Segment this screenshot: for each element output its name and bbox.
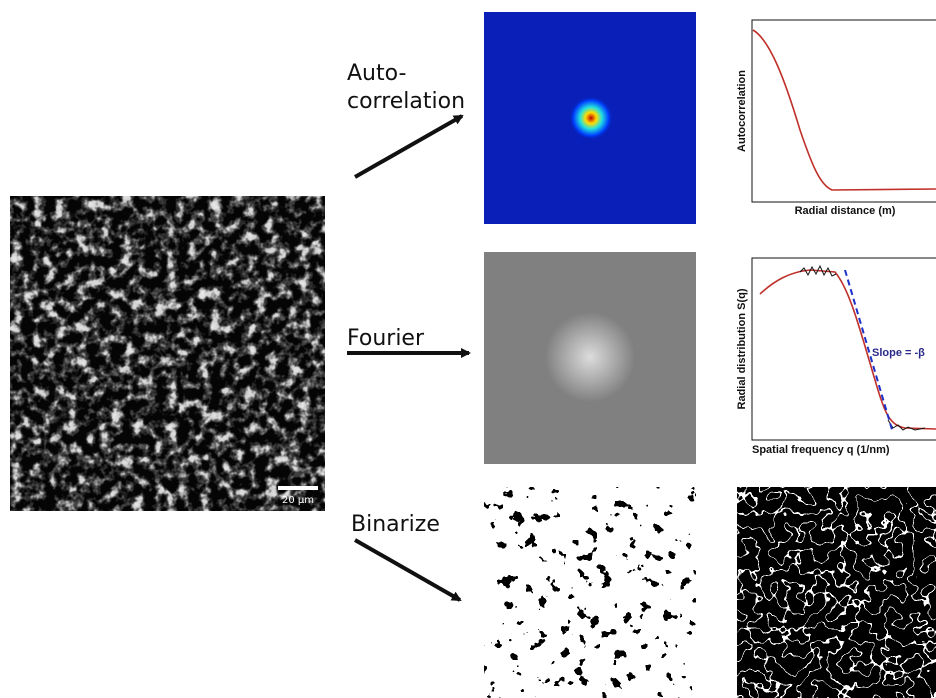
figure: 20 µm Auto- correlation Autocorrelation … [0,0,936,698]
y-axis-label: Autocorrelation [736,70,748,152]
scale-bar [278,486,318,490]
operation-label: correlation [347,89,465,114]
scale-bar-label: 20 µm [282,495,314,506]
edge-image [737,487,936,698]
binary-image [484,487,696,698]
fourier-map [484,252,696,464]
source-image: 20 µm [10,196,325,511]
fourier-plot: Slope = -β Radial distribution S(q) Spat… [736,258,936,456]
operation-label: Fourier [347,326,425,351]
autocorrelation-plot: Autocorrelation Radial distance (m) [736,20,936,217]
y-axis-label: Radial distribution S(q) [736,288,748,409]
annotation: Slope = -β [872,347,925,359]
arrow [355,540,460,600]
x-axis-label: Radial distance (m) [795,205,896,217]
operation-label: Binarize [351,512,440,537]
autocorrelation-map [484,12,696,224]
operation-label: Auto- [347,61,406,86]
arrow [355,116,462,177]
x-axis-label: Spatial frequency q (1/nm) [752,444,890,456]
